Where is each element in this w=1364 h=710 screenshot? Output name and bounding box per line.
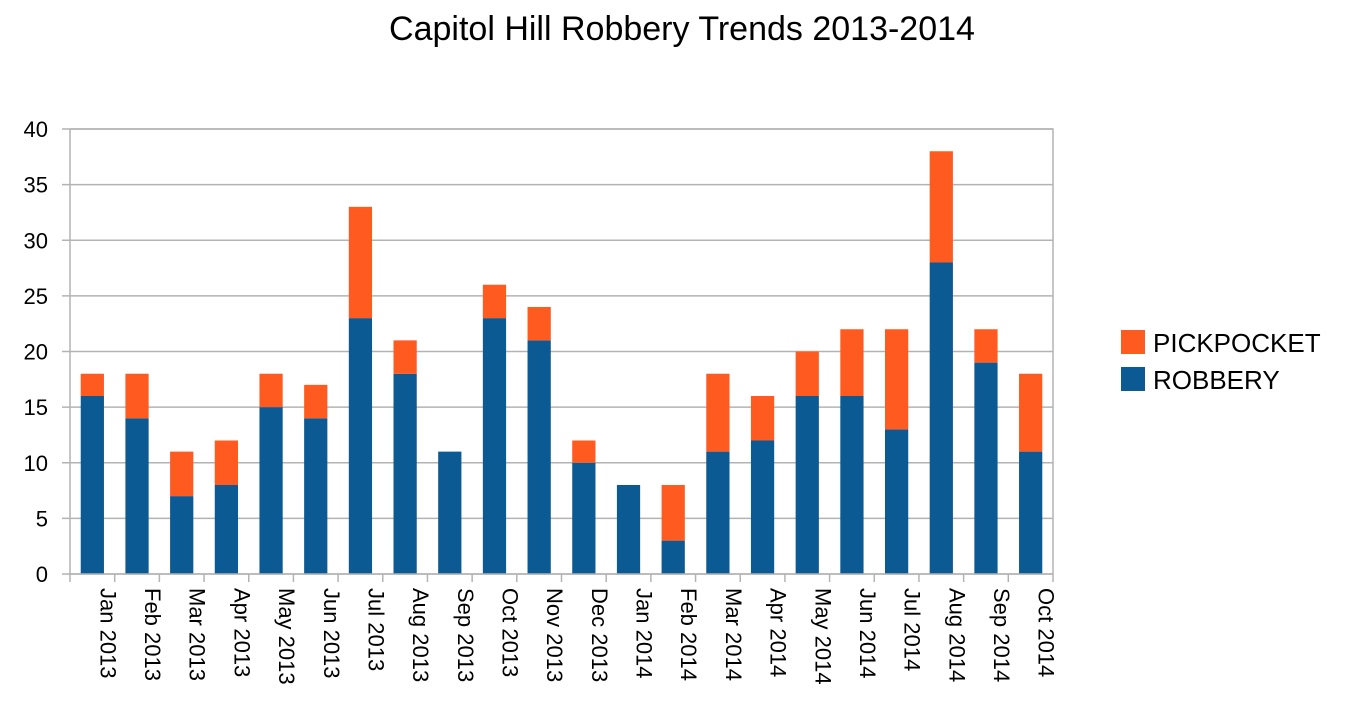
bar-robbery-jan-2014 <box>616 485 641 574</box>
bar-robbery-apr-2014 <box>750 440 775 574</box>
x-tick-label: Oct 2013 <box>497 588 522 677</box>
y-tick-label: 10 <box>24 451 48 476</box>
bar-robbery-mar-2013 <box>170 496 194 574</box>
x-tick-label: Jun 2014 <box>855 588 880 679</box>
y-axis-ticks: 0 5 10 15 20 25 30 35 40 <box>24 117 48 587</box>
bar-robbery-mar-2014 <box>706 451 730 574</box>
bar-pickpocket-mar-2013 <box>170 451 194 497</box>
bar-robbery-oct-2013 <box>482 318 507 574</box>
bar-robbery-oct-2014 <box>1019 451 1043 574</box>
x-tick-label: Jul 2014 <box>900 588 925 671</box>
x-tick-label: Aug 2014 <box>944 588 969 682</box>
x-tick-label: Sep 2014 <box>989 588 1014 682</box>
bar-robbery-may-2013 <box>259 407 283 574</box>
x-tick-label: Aug 2013 <box>408 588 433 682</box>
bar-pickpocket-jul-2014 <box>884 329 909 430</box>
bar-pickpocket-apr-2013 <box>214 440 239 485</box>
x-tick-label: May 2014 <box>810 588 835 685</box>
x-tick-label: Jan 2013 <box>95 588 120 679</box>
bar-pickpocket-nov-2013 <box>527 307 551 341</box>
bar-pickpocket-jul-2013 <box>348 206 373 319</box>
y-tick-label: 35 <box>24 173 48 198</box>
bar-pickpocket-may-2013 <box>259 373 283 408</box>
bars <box>80 151 1043 574</box>
bar-pickpocket-dec-2013 <box>572 440 596 463</box>
bar-robbery-aug-2013 <box>393 373 417 574</box>
y-tick-label: 25 <box>24 284 48 309</box>
bar-pickpocket-apr-2014 <box>750 396 775 441</box>
x-tick-label: Mar 2014 <box>721 588 746 681</box>
legend-swatch-pickpocket <box>1121 330 1145 354</box>
bar-robbery-jun-2013 <box>304 418 328 574</box>
y-tick-label: 15 <box>24 395 48 420</box>
bar-pickpocket-aug-2013 <box>393 340 417 374</box>
bar-pickpocket-jan-2013 <box>80 373 104 396</box>
bar-pickpocket-oct-2014 <box>1019 373 1043 452</box>
bar-robbery-aug-2014 <box>929 262 953 574</box>
bar-robbery-jun-2014 <box>840 396 864 574</box>
bar-pickpocket-may-2014 <box>795 351 819 396</box>
bar-robbery-nov-2013 <box>527 340 551 574</box>
bar-robbery-sep-2013 <box>438 451 462 574</box>
x-tick-label: Feb 2013 <box>140 588 165 681</box>
bar-pickpocket-jun-2014 <box>840 329 864 396</box>
chart-title: Capitol Hill Robbery Trends 2013-2014 <box>389 10 975 48</box>
y-tick-label: 0 <box>36 562 48 587</box>
bar-pickpocket-feb-2014 <box>661 485 685 541</box>
x-tick-label: Mar 2013 <box>185 588 210 681</box>
x-tick-label: Jun 2013 <box>319 588 344 679</box>
bar-robbery-jan-2013 <box>80 396 104 574</box>
x-tick-label: Jan 2014 <box>632 588 657 679</box>
bar-pickpocket-feb-2013 <box>125 373 149 419</box>
bar-pickpocket-sep-2014 <box>974 329 998 363</box>
axes <box>62 128 1054 582</box>
bar-robbery-apr-2013 <box>214 485 239 574</box>
x-tick-label: Apr 2014 <box>766 588 791 677</box>
bar-robbery-may-2014 <box>795 396 819 574</box>
legend-swatch-robbery <box>1121 367 1145 391</box>
legend: PICKPOCKET ROBBERY <box>1121 328 1321 395</box>
bar-pickpocket-mar-2014 <box>706 373 730 452</box>
bar-pickpocket-oct-2013 <box>482 284 507 319</box>
bar-pickpocket-aug-2014 <box>929 151 953 263</box>
x-tick-label: Dec 2013 <box>587 588 612 682</box>
y-tick-label: 40 <box>24 117 48 142</box>
bar-robbery-dec-2013 <box>572 462 596 574</box>
x-tick-label: Oct 2014 <box>1034 588 1059 677</box>
x-tick-label: Feb 2014 <box>676 588 701 681</box>
bar-robbery-feb-2013 <box>125 418 149 574</box>
bar-robbery-feb-2014 <box>661 540 685 574</box>
bar-robbery-jul-2014 <box>884 429 909 574</box>
y-tick-label: 30 <box>24 228 48 253</box>
x-axis-ticks: Jan 2013 Feb 2013 Mar 2013 Apr 2013 May 2013… <box>95 588 1058 685</box>
y-tick-label: 20 <box>24 340 48 365</box>
legend-label-robbery: ROBBERY <box>1153 365 1280 395</box>
bar-pickpocket-jun-2013 <box>304 384 328 419</box>
bar-robbery-sep-2014 <box>974 362 998 574</box>
bar-robbery-jul-2013 <box>348 318 373 574</box>
x-tick-label: May 2013 <box>274 588 299 685</box>
legend-label-pickpocket: PICKPOCKET <box>1153 328 1321 358</box>
x-tick-label: Sep 2013 <box>453 588 478 682</box>
x-tick-label: Apr 2013 <box>229 588 254 677</box>
x-tick-label: Nov 2013 <box>542 588 567 682</box>
y-tick-label: 5 <box>36 506 48 531</box>
x-tick-label: Jul 2013 <box>363 588 388 671</box>
